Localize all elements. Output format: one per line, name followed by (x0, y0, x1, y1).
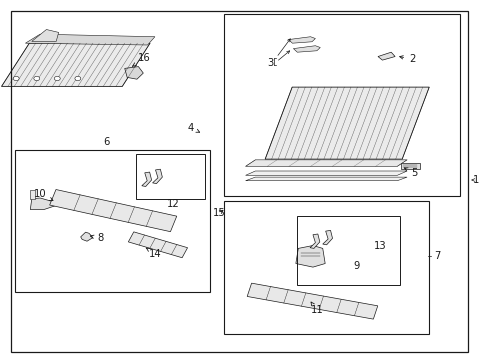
Polygon shape (142, 172, 151, 186)
Circle shape (13, 76, 19, 81)
Circle shape (75, 76, 81, 81)
Polygon shape (245, 171, 406, 175)
Text: 5: 5 (404, 168, 417, 178)
Polygon shape (32, 30, 59, 41)
Polygon shape (322, 230, 332, 245)
Polygon shape (293, 46, 320, 52)
Text: 6: 6 (103, 137, 110, 147)
Polygon shape (246, 283, 377, 319)
Polygon shape (288, 37, 315, 43)
Polygon shape (25, 34, 155, 45)
Text: 10: 10 (34, 189, 53, 201)
Circle shape (54, 76, 60, 81)
Text: 1: 1 (472, 175, 478, 185)
Polygon shape (152, 169, 162, 184)
Text: 13: 13 (373, 240, 386, 251)
Text: 9: 9 (353, 261, 360, 271)
Polygon shape (400, 163, 419, 169)
Bar (136, 154, 205, 199)
Polygon shape (309, 234, 319, 248)
Text: 11: 11 (310, 302, 323, 315)
Polygon shape (264, 87, 428, 159)
Polygon shape (81, 232, 93, 241)
Text: 14: 14 (146, 248, 162, 259)
Polygon shape (295, 246, 325, 267)
Polygon shape (128, 232, 187, 258)
Text: 4: 4 (187, 123, 199, 133)
Bar (224, 14, 459, 196)
Bar (297, 216, 399, 285)
Text: 16: 16 (132, 53, 150, 66)
Text: 3: 3 (267, 58, 273, 68)
Polygon shape (245, 177, 406, 181)
Polygon shape (30, 198, 55, 210)
Text: 12: 12 (167, 199, 180, 210)
Text: 7: 7 (433, 251, 440, 261)
Circle shape (34, 76, 40, 81)
Bar (15, 150, 210, 292)
Text: 15: 15 (212, 208, 225, 218)
Text: 2: 2 (399, 54, 415, 64)
Polygon shape (1, 43, 150, 86)
Polygon shape (245, 160, 406, 166)
Polygon shape (50, 189, 176, 232)
Text: 8: 8 (90, 233, 103, 243)
Polygon shape (124, 67, 143, 79)
Polygon shape (377, 52, 394, 60)
Bar (224, 201, 428, 334)
Polygon shape (30, 190, 35, 199)
